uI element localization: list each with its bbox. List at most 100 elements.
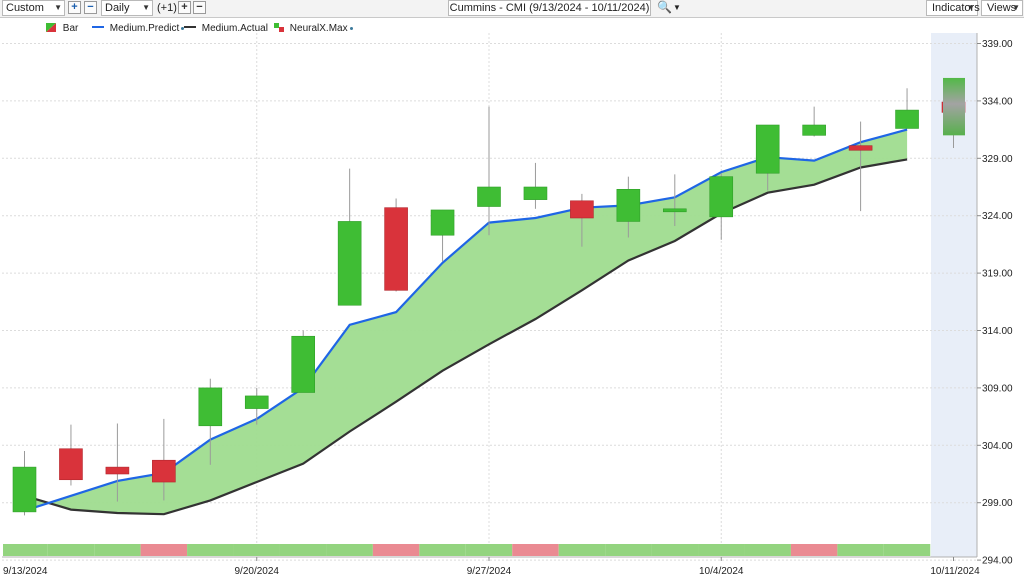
candle-body: [384, 207, 408, 291]
range-select[interactable]: Custom ▼: [2, 0, 65, 16]
offset-plus-button[interactable]: +: [178, 1, 191, 14]
price-tick-label: 314.00: [982, 326, 1013, 337]
predict-actual-band: [24, 129, 908, 515]
candle-body: [244, 395, 269, 409]
candle-body: [709, 176, 734, 218]
signal-cell: [372, 544, 420, 556]
legend-medium-predict[interactable]: Medium.Predict: [92, 23, 185, 34]
time-tick-label: 9/20/2024: [235, 566, 280, 577]
predict-legend-swatch: [92, 26, 104, 28]
candle-body: [291, 335, 316, 393]
chevron-down-icon: ▼: [967, 3, 975, 12]
signal-cell: [465, 544, 513, 556]
candle-body: [105, 466, 130, 475]
views-label: Views: [987, 2, 1017, 14]
signal-cell: [47, 544, 95, 556]
candle-9: [430, 209, 455, 262]
indicators-label: Indicators: [932, 2, 980, 14]
time-tick-label: 9/27/2024: [467, 566, 512, 577]
candle-body: [895, 109, 919, 129]
legend-neuralx-max-label: NeuralX.Max: [289, 23, 348, 34]
candle-body: [570, 200, 594, 219]
legend-neuralx-max[interactable]: NeuralX.Max: [274, 23, 353, 34]
candle-1: [59, 424, 83, 486]
candle-body: [662, 208, 687, 213]
signal-cell: [233, 544, 280, 556]
time-axis: 9/13/2024 9/20/2024 9/27/2024 10/4/2024 10/1…: [3, 557, 980, 577]
price-tick-label: 309.00: [982, 383, 1013, 394]
candle-16: [755, 124, 780, 191]
candle-body: [198, 387, 223, 427]
time-tick-label: 10/11/2024: [930, 566, 980, 577]
price-axis: 339.00 334.00 329.00 324.00 319.00 314.00 309.…: [977, 39, 1013, 567]
candle-19: [895, 88, 919, 129]
price-tick-label: 294.00: [982, 556, 1013, 567]
price-tick-label: 324.00: [982, 211, 1013, 222]
price-tick-label: 329.00: [982, 154, 1013, 165]
candle-6: [291, 330, 316, 393]
interval-select-value: Daily: [105, 2, 130, 14]
legend-bar-label: Bar: [62, 23, 79, 34]
signal-cell: [3, 544, 48, 556]
legend-bar[interactable]: Bar: [46, 23, 78, 34]
signal-cell: [883, 544, 931, 556]
legend-medium-actual[interactable]: Medium.Actual: [184, 23, 268, 34]
signal-cell: [140, 544, 188, 556]
medium-actual-line: [24, 158, 908, 516]
candle-14: [662, 174, 687, 227]
candle-body: [848, 145, 873, 151]
signal-cell: [94, 544, 141, 556]
candle-4: [198, 378, 223, 465]
candle-8: [384, 198, 408, 292]
candle-10: [477, 106, 501, 236]
price-tick-label: 319.00: [982, 269, 1013, 280]
candle-11: [523, 162, 548, 209]
signal-cell: [605, 544, 652, 556]
candle-15: [709, 173, 734, 240]
interval-select[interactable]: Daily ▼: [101, 0, 153, 16]
candle-5: [244, 387, 269, 425]
toolbar: Custom ▼ + − Daily ▼ (+1) + − Cummins - …: [0, 0, 1024, 18]
candle-12: [570, 193, 594, 247]
neuralx-forecast-box: [943, 77, 965, 136]
candles: [12, 88, 966, 516]
candle-0: [12, 451, 37, 516]
settings-dot-icon[interactable]: [349, 27, 353, 30]
candle-body: [802, 124, 826, 136]
candle-body: [337, 221, 362, 306]
views-button[interactable]: Views ▼: [981, 0, 1023, 16]
legend-medium-predict-label: Medium.Predict: [109, 23, 180, 34]
signal-cell: [837, 544, 884, 556]
zoom-out-button[interactable]: −: [84, 1, 97, 14]
signal-cell: [512, 544, 559, 556]
signal-cell: [651, 544, 699, 556]
chevron-down-icon: ▼: [1012, 3, 1020, 12]
search-icon[interactable]: 🔍: [657, 0, 672, 14]
signal-cell: [558, 544, 606, 556]
settings-dot-icon[interactable]: [181, 27, 185, 30]
legend-medium-actual-label: Medium.Actual: [201, 23, 268, 34]
signal-cell: [187, 544, 234, 556]
symbol-title[interactable]: Cummins - CMI (9/13/2024 - 10/11/2024): [448, 0, 651, 16]
zoom-in-button[interactable]: +: [68, 1, 81, 14]
bar-legend-icon: [46, 23, 56, 32]
candle-body: [152, 459, 176, 483]
chevron-down-icon: ▼: [142, 3, 150, 12]
price-tick-label: 299.00: [982, 498, 1013, 509]
signal-strip: [3, 544, 931, 556]
candle-18: [848, 121, 873, 212]
price-tick-label: 339.00: [982, 39, 1013, 50]
signal-cell: [279, 544, 327, 556]
actual-legend-swatch: [184, 26, 196, 28]
candle-body: [477, 186, 501, 207]
offset-minus-button[interactable]: −: [193, 1, 206, 14]
candle-body: [523, 186, 548, 200]
time-tick-label: 9/13/2024: [3, 566, 48, 577]
candle-body: [59, 448, 83, 481]
chevron-down-icon[interactable]: ▼: [673, 3, 681, 12]
signal-cell: [326, 544, 373, 556]
candle-17: [802, 106, 826, 137]
signal-cell: [744, 544, 791, 556]
indicators-button[interactable]: Indicators ▼: [926, 0, 980, 16]
